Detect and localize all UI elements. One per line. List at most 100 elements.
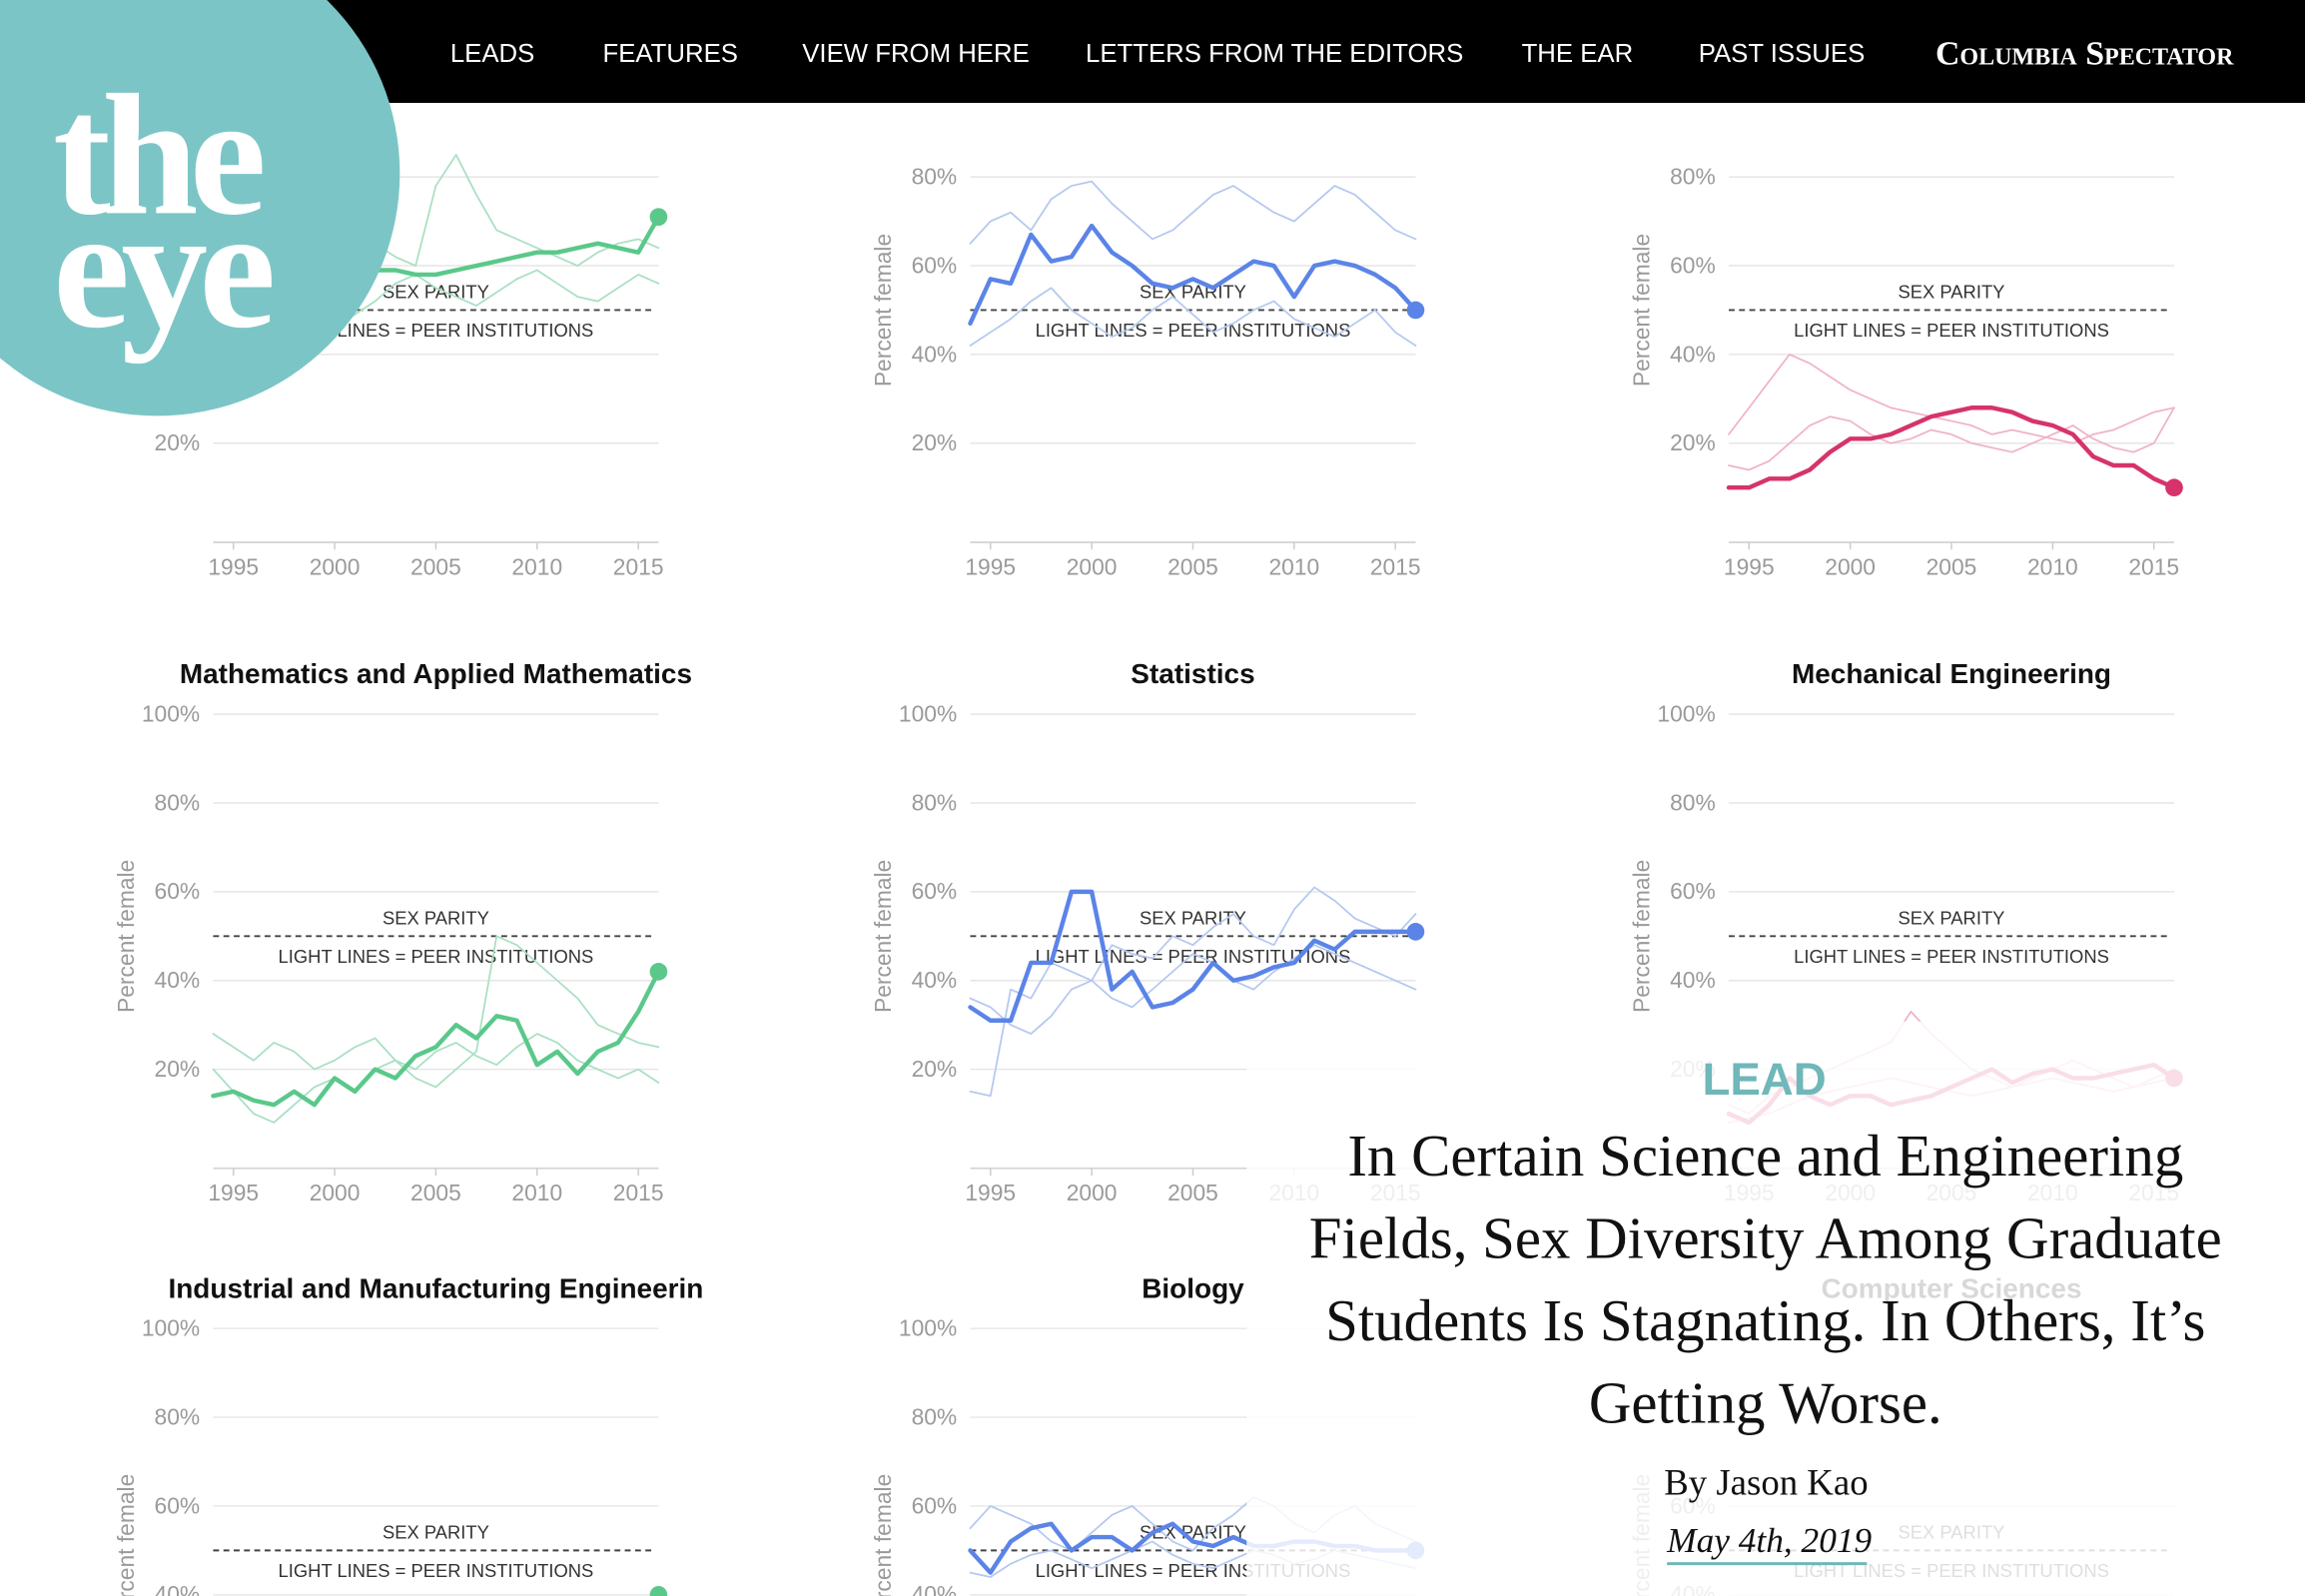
y-tick-label: 40% [1670, 341, 1716, 367]
peer-note: LIGHT LINES = PEER INSTITUTIONS [279, 320, 594, 341]
nav-link[interactable]: LETTERS FROM THE EDITORS [1086, 40, 1463, 68]
chart-title: Mechanical Engineering [1792, 658, 2111, 689]
y-axis-label: Percent female [1629, 860, 1655, 1013]
parity-label: SEX PARITY [1140, 908, 1246, 929]
lead-title[interactable]: In Certain Science and Engineering [1347, 1124, 2183, 1189]
y-axis-label: Percent female [113, 1474, 139, 1596]
x-tick-label: 2000 [1067, 1180, 1118, 1205]
peer-line [969, 944, 1417, 1035]
main-line [211, 969, 661, 1108]
logo-text: eye [53, 172, 272, 365]
end-dot [2165, 478, 2183, 497]
lead-title[interactable]: Students Is Stagnating. In Others, It’s [1325, 1288, 2205, 1353]
lead-card [1246, 1021, 2305, 1596]
y-tick-label: 80% [912, 1403, 958, 1429]
y-tick-label: 100% [899, 700, 957, 726]
peer-note: LIGHT LINES = PEER INSTITUTIONS [1794, 946, 2109, 967]
lead-label: LEAD [1703, 1054, 1827, 1105]
y-tick-label: 20% [1670, 429, 1716, 455]
main-line [1726, 405, 2177, 490]
x-tick-label: 1995 [1724, 553, 1775, 579]
y-axis-label: Percent female [870, 234, 896, 387]
y-tick-label: 80% [155, 789, 201, 815]
x-tick-label: 2000 [310, 553, 361, 579]
y-tick-label: 20% [912, 429, 958, 455]
y-tick-label: 60% [912, 878, 958, 904]
y-tick-label: 20% [155, 429, 201, 455]
y-axis-label: Percent female [870, 860, 896, 1013]
x-tick-label: 2015 [613, 553, 664, 579]
header-bar [0, 0, 2305, 104]
logo-circle [0, 0, 400, 416]
lead-title[interactable]: Getting Worse. [1589, 1370, 1942, 1435]
end-dot [649, 963, 668, 981]
y-tick-label: 60% [912, 1492, 958, 1518]
y-tick-label: 80% [1670, 789, 1716, 815]
chart-title: Statistics [1131, 658, 1254, 689]
chart-title: Biology [1142, 1272, 1244, 1303]
main-line [968, 889, 1418, 1023]
nav-link[interactable]: LEADS [450, 40, 534, 68]
y-tick-label: 40% [1670, 967, 1716, 993]
x-tick-label: 2005 [410, 553, 461, 579]
byline: By Jason Kao [1664, 1461, 1868, 1502]
peer-line [212, 935, 660, 1124]
peer-note: LIGHT LINES = PEER INSTITUTIONS [279, 946, 594, 967]
brand[interactable]: Columbia Spectator [1935, 36, 2234, 73]
x-tick-label: 2010 [511, 1180, 562, 1205]
y-tick-label: 60% [912, 252, 958, 278]
x-tick-label: 2010 [2027, 553, 2078, 579]
end-dot [1406, 923, 1425, 941]
x-tick-label: 2015 [1370, 553, 1421, 579]
x-tick-label: 2015 [2128, 553, 2179, 579]
end-dot [1406, 301, 1425, 320]
y-tick-label: 40% [155, 1581, 201, 1596]
y-tick-label: 60% [1670, 878, 1716, 904]
peer-line [969, 180, 1417, 245]
y-axis-label: Percent female [870, 1474, 896, 1596]
peer-line [969, 287, 1417, 347]
end-dot [649, 1585, 668, 1596]
nav-link[interactable]: THE EAR [1522, 40, 1634, 68]
y-tick-label: 40% [912, 967, 958, 993]
main-line [968, 223, 1418, 327]
logo[interactable]: the eye [0, 0, 400, 416]
x-tick-label: 2000 [310, 1180, 361, 1205]
nav-link[interactable]: FEATURES [602, 40, 737, 68]
x-tick-label: 1995 [208, 1180, 259, 1205]
nav-link[interactable]: VIEW FROM HERE [802, 40, 1030, 68]
logo-text: the [53, 58, 263, 251]
x-tick-label: 2000 [1825, 553, 1876, 579]
y-tick-label: 100% [1657, 700, 1715, 726]
chart-title: Industrial and Manufacturing Engineerin [168, 1272, 703, 1303]
nav-link[interactable]: PAST ISSUES [1699, 40, 1866, 68]
parity-label: SEX PARITY [383, 282, 489, 303]
x-tick-label: 1995 [965, 1180, 1016, 1205]
lead-title[interactable]: Fields, Sex Diversity Among Graduate [1309, 1206, 2222, 1271]
x-tick-label: 1995 [965, 553, 1016, 579]
y-tick-label: 100% [142, 1315, 200, 1341]
x-tick-label: 2000 [1067, 553, 1118, 579]
date: May 4th, 2019 [1666, 1521, 1872, 1560]
x-tick-label: 2005 [410, 1180, 461, 1205]
peer-line [1728, 406, 2175, 471]
parity-label: SEX PARITY [383, 1522, 489, 1543]
lead: LEAD In Certain Science and Engineering … [1309, 1054, 2222, 1566]
parity-label: SEX PARITY [1899, 282, 2005, 303]
peer-note: LIGHT LINES = PEER INSTITUTIONS [279, 1560, 594, 1581]
y-tick-label: 80% [155, 1403, 201, 1429]
y-tick-label: 60% [155, 1492, 201, 1518]
end-dot [649, 208, 668, 226]
y-tick-label: 100% [899, 1315, 957, 1341]
y-axis-label: Percent female [1629, 234, 1655, 387]
y-tick-label: 80% [1670, 164, 1716, 190]
x-tick-label: 2010 [1268, 553, 1319, 579]
parity-label: SEX PARITY [383, 908, 489, 929]
y-tick-label: 80% [912, 164, 958, 190]
peer-line [969, 886, 1417, 1098]
y-tick-label: 20% [912, 1056, 958, 1082]
x-tick-label: 1995 [208, 553, 259, 579]
peer-line [1728, 354, 2175, 444]
x-tick-label: 2010 [511, 553, 562, 579]
